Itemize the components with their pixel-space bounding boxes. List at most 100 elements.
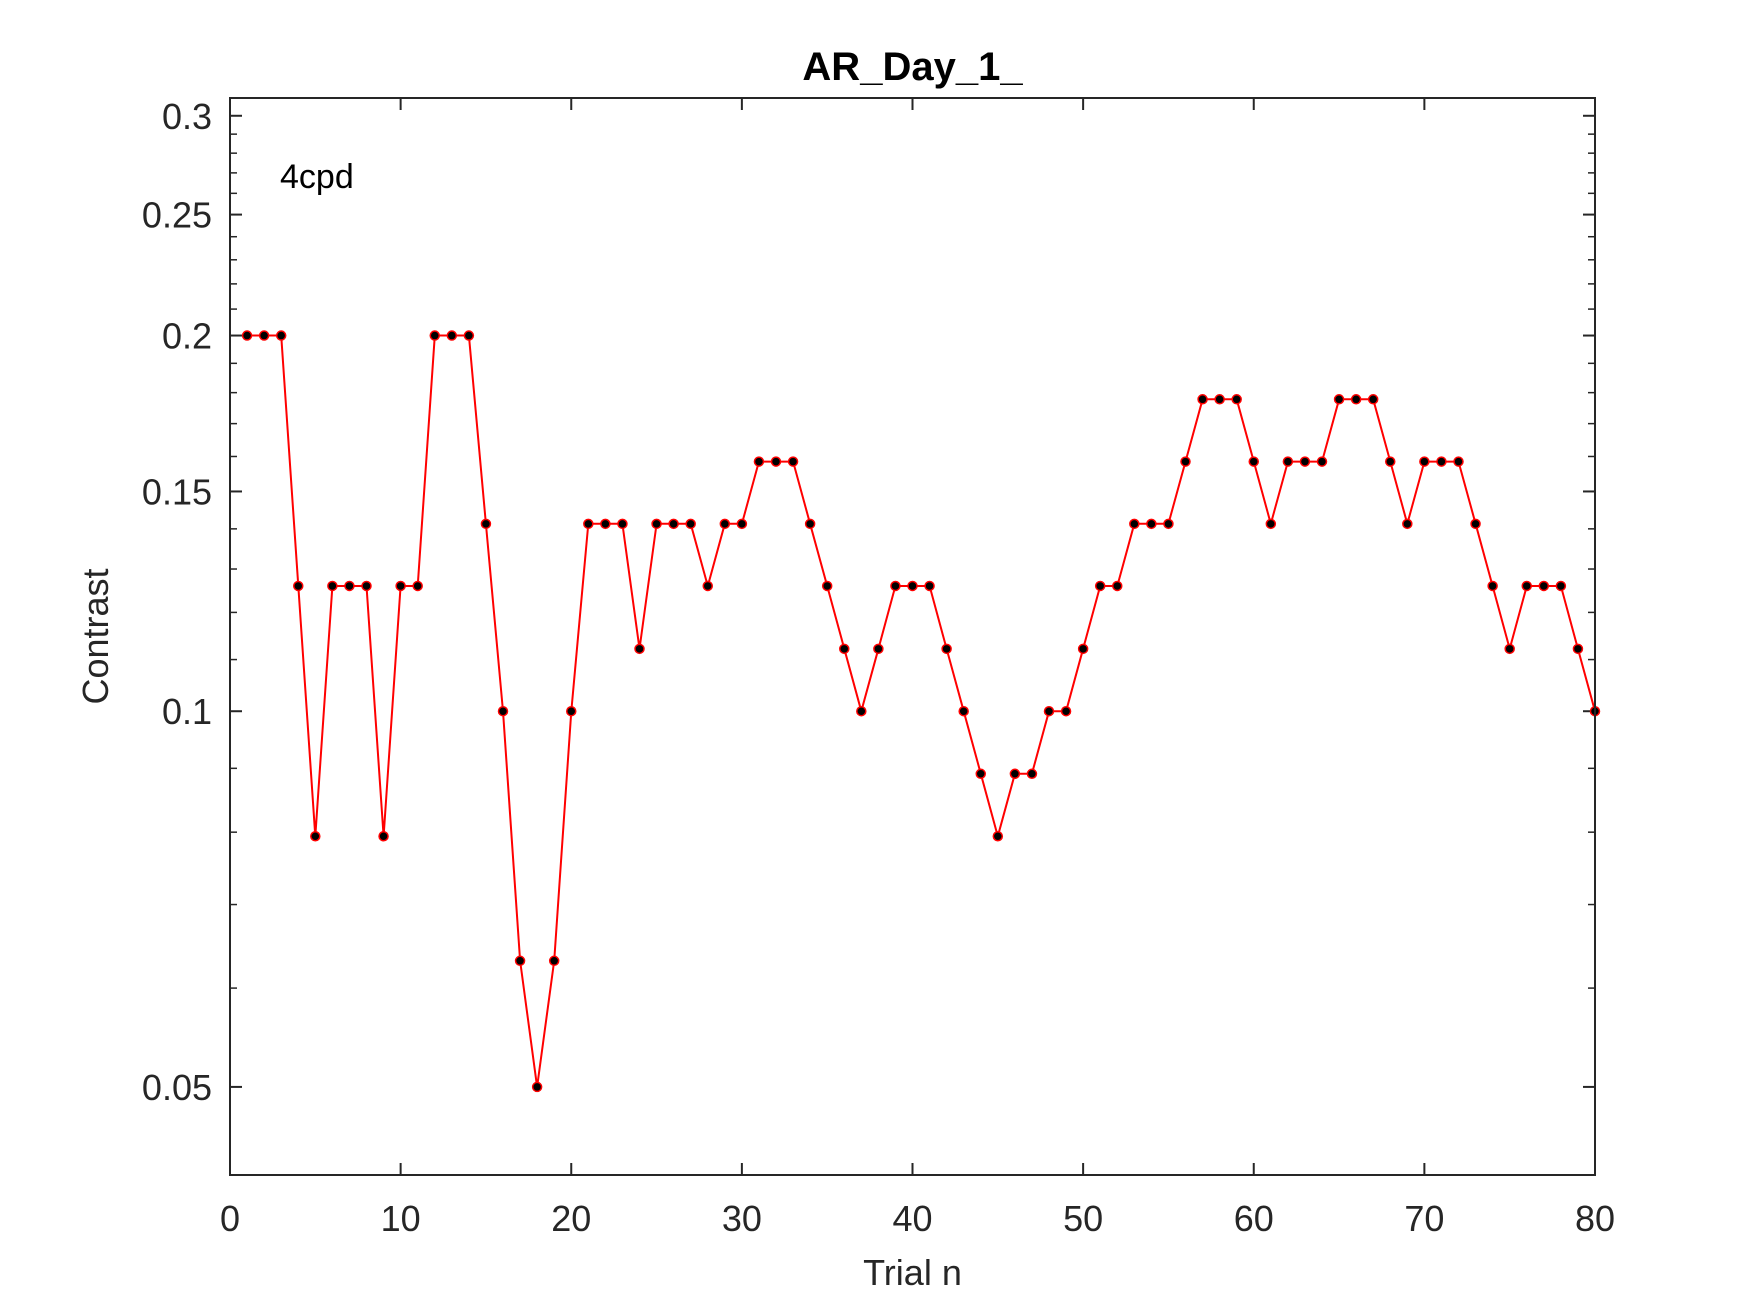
- y-tick-label: 0.15: [142, 471, 212, 512]
- data-point: [890, 580, 901, 592]
- data-point: [1026, 768, 1038, 780]
- x-tick-label: 60: [1234, 1198, 1274, 1239]
- data-point: [839, 643, 850, 655]
- tick-labels: 0 10 20 30 40 50 60 70 80 0.05 0.1 0.15 0.2 0.25 0.3: [142, 96, 1615, 1239]
- data-point: [310, 831, 321, 842]
- data-point: [1436, 456, 1447, 467]
- x-tick-label: 30: [722, 1198, 762, 1239]
- data-point: [293, 580, 304, 592]
- data-point: [1299, 456, 1311, 467]
- y-tick-label: 0.1: [162, 691, 212, 732]
- x-tick-label: 0: [220, 1198, 240, 1239]
- data-point: [463, 330, 475, 341]
- data-point: [446, 330, 458, 341]
- data-point: [651, 518, 662, 530]
- data-point: [1333, 394, 1345, 405]
- x-tick-label: 50: [1063, 1198, 1103, 1239]
- data-point: [548, 955, 560, 967]
- data-point: [1231, 394, 1242, 405]
- data-point: [685, 518, 696, 530]
- axis-ticks: [229, 98, 1596, 1175]
- data-point: [821, 580, 833, 592]
- data-point: [327, 580, 338, 592]
- data-point: [583, 518, 594, 530]
- data-point: [1112, 580, 1123, 592]
- data-point: [1453, 456, 1464, 467]
- data-point: [1367, 394, 1379, 405]
- data-point: [1077, 643, 1089, 655]
- data-point: [804, 518, 816, 530]
- data-point: [1094, 580, 1106, 592]
- data-point: [1504, 643, 1515, 655]
- data-point: [241, 330, 253, 341]
- data-series: [241, 330, 1601, 1093]
- data-point: [617, 518, 628, 530]
- data-point: [702, 580, 713, 592]
- y-axis-label: Contrast: [75, 568, 116, 704]
- data-point: [1214, 394, 1225, 405]
- data-point: [480, 518, 492, 530]
- x-tick-label: 80: [1575, 1198, 1615, 1239]
- x-tick-label: 20: [551, 1198, 591, 1239]
- data-point: [1043, 705, 1055, 717]
- data-point: [258, 330, 270, 341]
- y-tick-label: 0.05: [142, 1067, 212, 1108]
- data-point: [1009, 768, 1021, 780]
- x-tick-label: 40: [892, 1198, 932, 1239]
- data-point: [275, 330, 287, 341]
- x-tick-label: 70: [1404, 1198, 1444, 1239]
- data-point: [497, 705, 509, 717]
- data-point: [1248, 456, 1259, 467]
- data-point: [634, 643, 645, 655]
- data-point: [378, 831, 389, 842]
- data-point: [719, 518, 731, 530]
- y-tick-label: 0.3: [162, 96, 212, 137]
- data-point: [514, 955, 526, 967]
- data-point: [1282, 456, 1294, 467]
- data-point: [1060, 705, 1072, 717]
- data-point: [753, 456, 765, 467]
- data-point: [1350, 394, 1362, 405]
- data-point: [1197, 394, 1208, 405]
- data-point: [531, 1081, 543, 1093]
- data-point: [1470, 518, 1481, 530]
- data-point: [1419, 456, 1430, 467]
- data-point: [770, 456, 782, 467]
- data-point: [907, 580, 918, 592]
- axes-box: [229, 97, 1596, 1176]
- data-point: [736, 518, 748, 530]
- data-point: [1402, 518, 1413, 530]
- data-point: [1163, 518, 1174, 530]
- chart-title: AR_Day_1_: [802, 45, 1023, 89]
- data-point: [344, 580, 355, 592]
- data-point: [600, 518, 611, 530]
- plot-area: [230, 98, 1595, 1175]
- data-point: [1180, 456, 1191, 467]
- data-point: [566, 705, 577, 717]
- data-point: [1572, 643, 1584, 655]
- data-point: [958, 705, 969, 717]
- data-point: [1555, 580, 1567, 592]
- data-point: [1538, 580, 1550, 592]
- data-point: [924, 580, 935, 592]
- data-point: [395, 580, 406, 592]
- data-point: [1521, 580, 1532, 592]
- y-tick-label: 0.25: [142, 195, 212, 236]
- data-point: [992, 831, 1004, 842]
- data-point: [1129, 518, 1140, 530]
- data-point: [412, 580, 423, 592]
- data-point: [429, 330, 440, 341]
- data-point: [361, 580, 372, 592]
- chart-annotation: 4cpd: [280, 158, 354, 196]
- data-point: [1146, 518, 1157, 530]
- x-axis-label: Trial n: [863, 1252, 962, 1293]
- data-point: [975, 768, 986, 780]
- data-point: [941, 643, 952, 655]
- data-point: [873, 643, 884, 655]
- y-tick-label: 0.2: [162, 316, 212, 357]
- data-point: [1265, 518, 1277, 530]
- x-tick-label: 10: [381, 1198, 421, 1239]
- data-point: [1316, 456, 1328, 467]
- data-point: [1487, 580, 1498, 592]
